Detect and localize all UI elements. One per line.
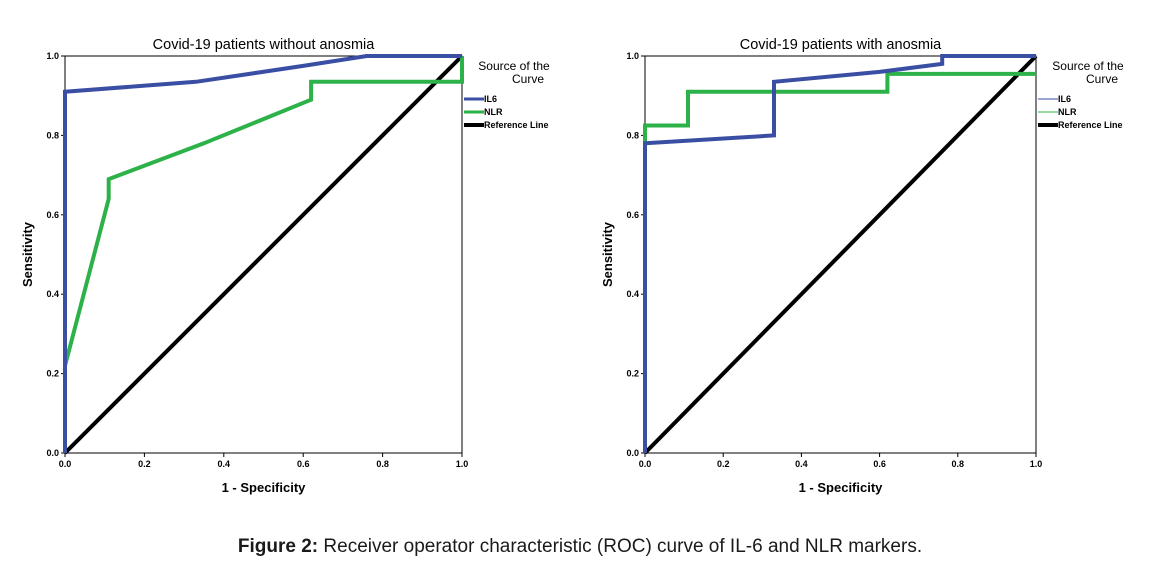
x-tick-label: 0.8 [952, 459, 965, 469]
y-tick-label: 1.0 [46, 51, 59, 61]
x-tick-label: 0.8 [376, 459, 389, 469]
y-tick-label: 0.2 [626, 369, 639, 379]
y-tick-label: 0.2 [46, 369, 59, 379]
x-tick-label: 0.0 [59, 459, 72, 469]
y-tick-label: 0.0 [46, 448, 59, 458]
chart-1: Covid-19 patients without anosmia 0.0 0.2 0… [20, 37, 550, 495]
series-reference-line-line [643, 54, 1038, 455]
figure-caption: Figure 2: Receiver operator characterist… [0, 536, 1160, 558]
x-tick-label: 0.6 [297, 459, 310, 469]
x-tick-label: 0.4 [795, 459, 808, 469]
series-nlr-line [63, 56, 464, 453]
y-axis-label: Sensitivity [600, 221, 615, 287]
x-tick-label: 0.6 [873, 459, 886, 469]
legend-title-line2: Curve [1086, 72, 1118, 86]
series-nlr-line [643, 71, 1036, 453]
chart-title: Covid-19 patients with anosmia [740, 37, 942, 53]
chart-2: Covid-19 patients with anosmia 0.0 0.2 0.4 0… [600, 37, 1124, 495]
y-tick-label: 0.4 [46, 289, 59, 299]
series-il6-line [643, 54, 1036, 453]
series-reference-line-line [63, 54, 464, 455]
x-tick-label: 0.4 [218, 459, 231, 469]
legend-title-line1: Source of the [1052, 59, 1124, 73]
y-tick-label: 1.0 [626, 51, 639, 61]
series-il6-line [63, 54, 462, 453]
y-tick-label: 0.4 [626, 289, 639, 299]
y-tick-label: 0.8 [46, 130, 59, 140]
legend-label-nlr: NLR [1058, 107, 1077, 117]
legend-label-nlr: NLR [484, 107, 503, 117]
legend-label-reference-line: Reference Line [484, 120, 549, 130]
legend-title-line1: Source of the [478, 59, 550, 73]
y-tick-label: 0.0 [626, 448, 639, 458]
y-tick-label: 0.6 [46, 210, 59, 220]
x-tick-label: 0.2 [717, 459, 730, 469]
y-axis-label: Sensitivity [20, 221, 35, 287]
legend-label-il6: IL6 [1058, 94, 1071, 104]
x-axis-label: 1 - Specificity [799, 480, 884, 495]
x-tick-label: 0.2 [138, 459, 151, 469]
x-tick-label: 0.0 [639, 459, 652, 469]
y-tick-label: 0.8 [626, 130, 639, 140]
legend-label-reference-line: Reference Line [1058, 120, 1123, 130]
chart-title: Covid-19 patients without anosmia [153, 37, 376, 53]
x-axis-label: 1 - Specificity [222, 480, 307, 495]
caption-label: Figure 2: [237, 536, 319, 557]
y-tick-label: 0.6 [626, 210, 639, 220]
legend-label-il6: IL6 [484, 94, 497, 104]
x-tick-label: 1.0 [456, 459, 469, 469]
caption-text: Receiver operator characteristic (ROC) c… [323, 536, 923, 557]
legend-title-line2: Curve [512, 72, 544, 86]
x-tick-label: 1.0 [1030, 459, 1043, 469]
